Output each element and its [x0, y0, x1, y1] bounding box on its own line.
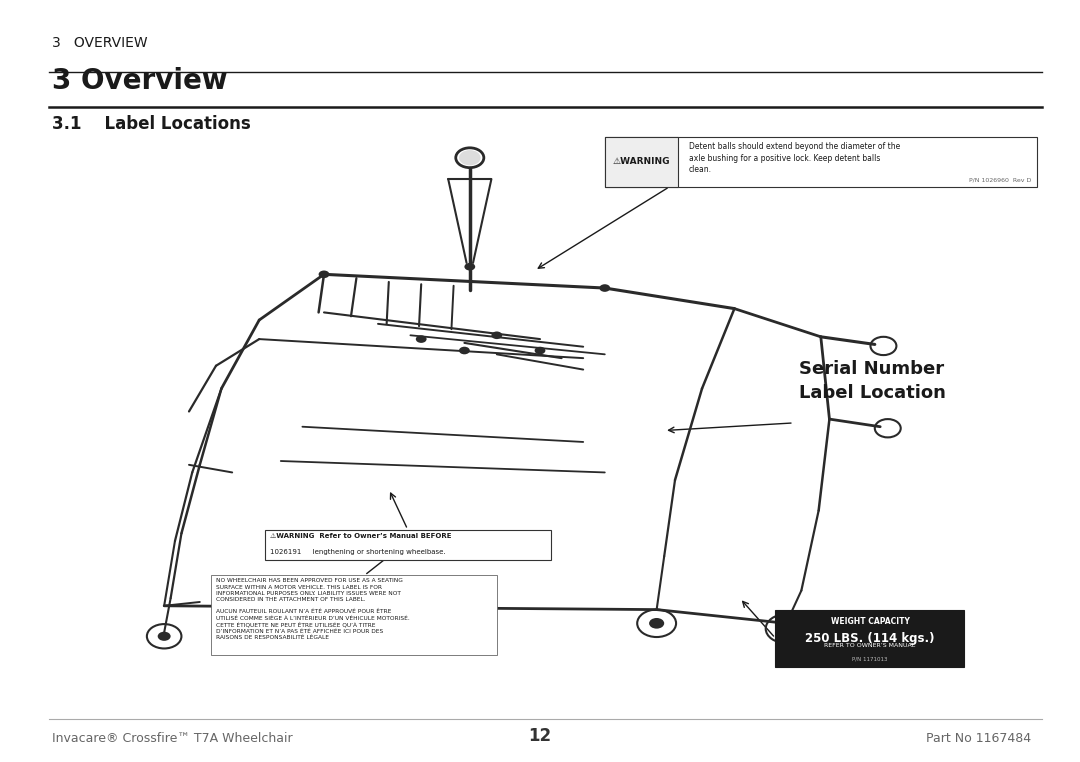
- Text: Part No 1167484: Part No 1167484: [927, 732, 1031, 745]
- Text: 3.1    Label Locations: 3.1 Label Locations: [52, 115, 251, 133]
- Text: 3 Overview: 3 Overview: [52, 67, 228, 95]
- Text: WEIGHT CAPACITY: WEIGHT CAPACITY: [831, 617, 909, 626]
- Circle shape: [459, 347, 470, 354]
- FancyBboxPatch shape: [605, 137, 678, 187]
- Circle shape: [158, 632, 171, 641]
- FancyBboxPatch shape: [605, 137, 1037, 187]
- Text: Invacare® Crossfire™ T7A Wheelchair: Invacare® Crossfire™ T7A Wheelchair: [52, 732, 293, 745]
- FancyBboxPatch shape: [775, 610, 964, 667]
- Circle shape: [464, 263, 475, 271]
- Text: NO WHEELCHAIR HAS BEEN APPROVED FOR USE AS A SEATING
SURFACE WITHIN A MOTOR VEHI: NO WHEELCHAIR HAS BEEN APPROVED FOR USE …: [216, 578, 409, 640]
- Circle shape: [319, 271, 329, 278]
- Text: 1026191     lengthening or shortening wheelbase.: 1026191 lengthening or shortening wheelb…: [270, 549, 446, 555]
- FancyBboxPatch shape: [211, 575, 497, 655]
- Circle shape: [649, 618, 664, 629]
- Circle shape: [779, 623, 794, 634]
- Circle shape: [416, 335, 427, 343]
- Text: Detent balls should extend beyond the diameter of the
axle bushing for a positiv: Detent balls should extend beyond the di…: [689, 142, 901, 174]
- Text: REFER TO OWNER’S MANUAL: REFER TO OWNER’S MANUAL: [824, 642, 916, 648]
- FancyBboxPatch shape: [265, 530, 551, 560]
- Text: 3   OVERVIEW: 3 OVERVIEW: [52, 36, 148, 50]
- Circle shape: [535, 347, 545, 354]
- Circle shape: [491, 331, 502, 339]
- Text: 12: 12: [528, 727, 552, 745]
- Text: P/N 1026960  Rev D: P/N 1026960 Rev D: [969, 177, 1031, 182]
- Text: Serial Number
Label Location: Serial Number Label Location: [799, 360, 946, 402]
- Circle shape: [459, 150, 481, 165]
- Text: ⚠WARNING: ⚠WARNING: [612, 158, 671, 166]
- Text: ⚠WARNING  Refer to Owner’s Manual BEFORE: ⚠WARNING Refer to Owner’s Manual BEFORE: [270, 533, 451, 539]
- Text: 250 LBS. (114 kgs.): 250 LBS. (114 kgs.): [806, 632, 934, 645]
- Text: P/N 1171013: P/N 1171013: [852, 656, 888, 661]
- Circle shape: [599, 284, 610, 292]
